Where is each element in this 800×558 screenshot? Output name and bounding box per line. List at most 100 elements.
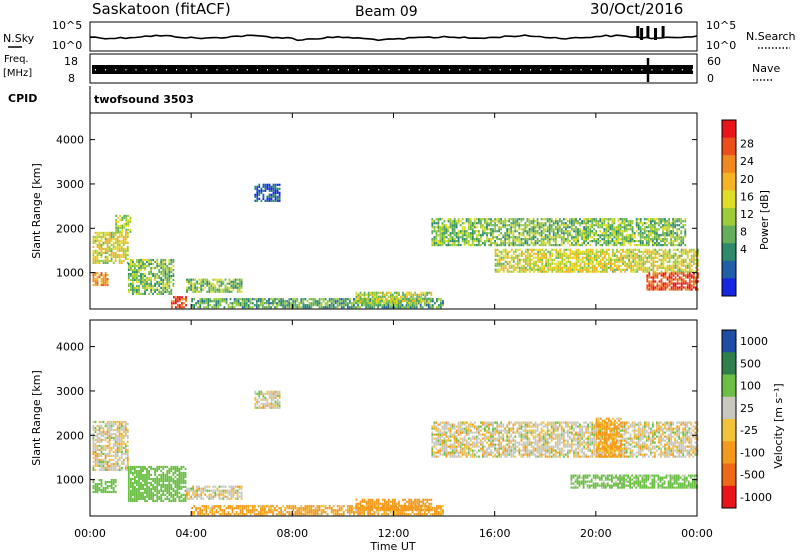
heatmap-cell: [127, 463, 129, 465]
heatmap-cell: [474, 238, 476, 240]
heatmap-cell: [527, 253, 529, 255]
heatmap-cell: [242, 300, 244, 302]
heatmap-cell: [644, 244, 646, 246]
heatmap-cell: [168, 500, 170, 502]
heatmap-cell: [571, 222, 573, 224]
heatmap-cell: [362, 300, 364, 302]
heatmap-cell: [142, 275, 144, 277]
heatmap-cell: [585, 238, 587, 240]
heatmap-cell: [592, 265, 594, 267]
heatmap-cell: [675, 278, 677, 280]
heatmap-cell: [545, 261, 547, 263]
heatmap-cell: [682, 238, 684, 240]
heatmap-cell: [227, 287, 229, 289]
heatmap-cell: [521, 242, 523, 244]
heatmap-cell: [179, 476, 181, 478]
heatmap-cell: [138, 259, 140, 261]
heatmap-cell: [634, 236, 636, 238]
heatmap-cell: [121, 250, 123, 252]
heatmap-cell: [626, 224, 628, 226]
heatmap-cell: [537, 271, 539, 273]
heatmap-cell: [677, 261, 679, 263]
heatmap-cell: [341, 300, 343, 302]
heatmap-cell: [426, 298, 428, 300]
heatmap-cell: [107, 481, 109, 483]
heatmap-cell: [234, 302, 236, 304]
heatmap-cell: [508, 224, 510, 226]
freq-gap: [540, 69, 541, 71]
heatmap-cell: [603, 236, 605, 238]
heatmap-cell: [371, 306, 373, 308]
heatmap-cell: [683, 274, 685, 276]
heatmap-cell: [620, 234, 622, 236]
heatmap-cell: [521, 238, 523, 240]
heatmap-cell: [653, 267, 655, 269]
heatmap-cell: [164, 494, 166, 496]
heatmap-cell: [537, 230, 539, 232]
heatmap-cell: [541, 259, 543, 261]
heatmap-cell: [142, 486, 144, 488]
heatmap-cell: [574, 257, 576, 259]
heatmap-cell: [381, 300, 383, 302]
heatmap-cell: [595, 230, 597, 232]
heatmap-cell: [614, 228, 616, 230]
heatmap-cell: [603, 230, 605, 232]
heatmap-cell: [177, 480, 179, 482]
heatmap-cell: [652, 226, 654, 228]
heatmap-cell: [636, 253, 638, 255]
heatmap-cell: [93, 260, 95, 262]
heatmap-cell: [553, 259, 555, 261]
heatmap-cell: [170, 476, 172, 478]
heatmap-cell: [101, 483, 103, 485]
heatmap-cell: [134, 498, 136, 500]
heatmap-cell: [317, 300, 319, 302]
heatmap-cell: [450, 240, 452, 242]
heatmap-cell: [450, 220, 452, 222]
heatmap-cell: [347, 298, 349, 300]
heatmap-cell: [618, 257, 620, 259]
heatmap-cell: [444, 240, 446, 242]
heatmap-cell: [580, 259, 582, 261]
heatmap-cell: [177, 298, 179, 300]
heatmap-cell: [683, 249, 685, 251]
heatmap-cell: [225, 490, 227, 492]
heatmap-cell: [239, 492, 241, 494]
heatmap-cell: [460, 230, 462, 232]
heatmap-cell: [117, 256, 119, 258]
heatmap-cell: [673, 286, 675, 288]
heatmap-cell: [628, 240, 630, 242]
heatmap-cell: [693, 278, 695, 280]
heatmap-cell: [682, 240, 684, 242]
heatmap-cell: [497, 269, 499, 271]
heatmap-cell: [158, 271, 160, 273]
heatmap-cell: [559, 234, 561, 236]
heatmap-cell: [545, 236, 547, 238]
heatmap-cell: [651, 286, 653, 288]
freq-gap: [510, 69, 511, 71]
heatmap-cell: [450, 232, 452, 234]
heatmap-cell: [271, 188, 273, 190]
heatmap-cell: [158, 466, 160, 468]
heatmap-cell: [650, 224, 652, 226]
heatmap-cell: [518, 228, 520, 230]
heatmap-cell: [105, 483, 107, 485]
heatmap-cell: [186, 289, 188, 291]
heatmap-cell: [579, 232, 581, 234]
freq-gap: [136, 69, 137, 71]
heatmap-cell: [173, 300, 175, 302]
heatmap-cell: [386, 292, 388, 294]
heatmap-cell: [665, 269, 667, 271]
heatmap-cell: [351, 304, 353, 306]
heatmap-cell: [566, 269, 568, 271]
heatmap-cell: [630, 240, 632, 242]
heatmap-cell: [600, 253, 602, 255]
heatmap-cell: [191, 298, 193, 300]
heatmap-cell: [394, 292, 396, 294]
heatmap-cell: [93, 262, 95, 264]
heatmap-cell: [431, 238, 433, 240]
heatmap-cell: [603, 240, 605, 242]
heatmap-cell: [680, 240, 682, 242]
heatmap-cell: [518, 226, 520, 228]
heatmap-cell: [115, 491, 117, 493]
heatmap-cell: [468, 222, 470, 224]
